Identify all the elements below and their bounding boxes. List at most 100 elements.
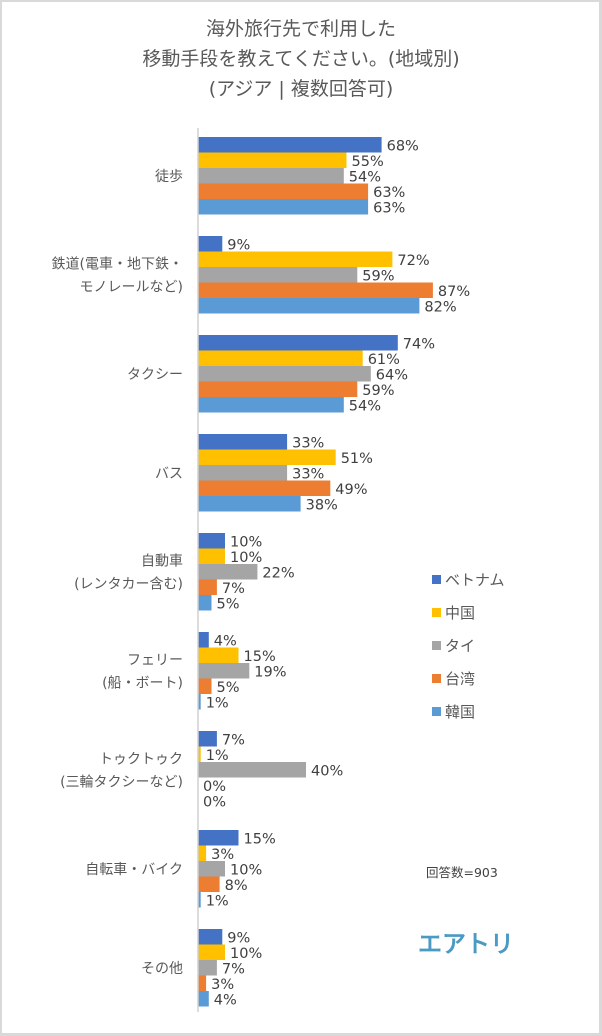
data-label-1-0: 9% — [227, 238, 250, 254]
bar-5-3 — [198, 678, 212, 694]
data-label-2-4: 54% — [349, 399, 381, 415]
data-label-3-0: 33% — [292, 436, 324, 452]
data-label-5-3: 5% — [217, 680, 240, 696]
data-label-0-4: 63% — [373, 201, 405, 217]
data-label-6-2: 40% — [311, 764, 343, 780]
category-label-6-1: (三輪タクシーなど) — [60, 773, 183, 790]
category-label-4-0: 自動車 — [141, 552, 183, 569]
title-line-3: (アジア | 複数回答可) — [208, 78, 394, 100]
data-label-7-2: 10% — [230, 863, 262, 879]
data-label-3-1: 51% — [341, 451, 373, 467]
data-label-8-2: 7% — [222, 962, 245, 978]
legend-label-1: 中国 — [445, 604, 475, 622]
data-label-7-0: 15% — [244, 832, 276, 848]
category-label-2-0: タクシー — [127, 367, 183, 383]
data-label-4-4: 5% — [217, 597, 240, 613]
legend-label-0: ベトナム — [445, 571, 505, 589]
bar-8-0 — [198, 929, 223, 945]
data-label-0-1: 55% — [352, 154, 384, 170]
data-label-0-2: 54% — [349, 170, 381, 186]
bar-4-2 — [198, 564, 258, 580]
bar-3-2 — [198, 465, 288, 481]
data-label-7-3: 8% — [225, 878, 248, 894]
data-label-4-0: 10% — [230, 535, 262, 551]
data-label-0-3: 63% — [373, 185, 405, 201]
data-label-1-2: 59% — [362, 269, 394, 285]
data-label-6-1: 1% — [206, 748, 229, 764]
bar-2-4 — [198, 397, 344, 413]
bar-4-0 — [198, 533, 225, 549]
bar-3-4 — [198, 496, 301, 512]
bar-8-4 — [198, 991, 209, 1007]
legend-swatch-2 — [432, 641, 441, 650]
data-label-5-4: 1% — [206, 696, 229, 712]
category-label-5-1: (船・ボート) — [102, 675, 183, 691]
bar-3-1 — [198, 449, 336, 465]
bar-0-2 — [198, 168, 344, 184]
bar-5-0 — [198, 632, 209, 648]
bar-5-2 — [198, 663, 250, 679]
data-label-4-3: 7% — [222, 581, 245, 597]
bar-7-3 — [198, 876, 220, 892]
category-label-7-0: 自転車・バイク — [85, 861, 183, 878]
legend-swatch-1 — [432, 608, 441, 617]
category-label-3-0: バス — [155, 466, 183, 482]
legend-swatch-0 — [432, 575, 441, 584]
data-label-5-2: 19% — [254, 665, 286, 681]
data-label-2-0: 74% — [403, 337, 435, 353]
bar-0-4 — [198, 199, 369, 215]
bar-1-1 — [198, 251, 393, 267]
data-label-2-1: 61% — [368, 352, 400, 368]
bar-3-0 — [198, 434, 288, 450]
legend-swatch-4 — [432, 707, 441, 716]
title-line-2: 移動手段を教えてください。(地域別) — [142, 48, 460, 70]
legend-label-2: タイ — [445, 637, 475, 655]
data-label-1-3: 87% — [438, 284, 470, 300]
data-label-8-0: 9% — [227, 931, 250, 947]
data-label-3-4: 38% — [306, 498, 338, 514]
bar-8-2 — [198, 960, 217, 976]
data-label-6-4: 0% — [203, 795, 226, 811]
airtrip-logo: エアトリ — [418, 930, 514, 958]
data-labels-group: 68%55%54%63%63%9%72%59%87%82%74%61%64%59… — [203, 139, 470, 1009]
data-label-8-3: 3% — [211, 977, 234, 993]
category-label-0-0: 徒歩 — [155, 169, 183, 185]
data-label-5-1: 15% — [244, 649, 276, 665]
bar-6-2 — [198, 762, 306, 778]
bars-group — [198, 137, 433, 1007]
bar-3-3 — [198, 480, 331, 496]
data-label-4-2: 22% — [262, 566, 294, 582]
data-label-4-1: 10% — [230, 550, 262, 566]
bar-1-2 — [198, 267, 358, 283]
bar-5-1 — [198, 647, 239, 663]
data-label-0-0: 68% — [387, 139, 419, 155]
bar-8-1 — [198, 944, 225, 960]
response-count-note: 回答数=903 — [426, 865, 498, 880]
bar-7-2 — [198, 861, 225, 877]
bar-4-1 — [198, 548, 225, 564]
bar-1-4 — [198, 298, 420, 314]
bar-1-0 — [198, 236, 223, 252]
data-label-7-4: 1% — [206, 894, 229, 910]
bar-2-0 — [198, 335, 398, 351]
category-label-1-0: 鉄道(電車・地下鉄・ — [52, 255, 183, 272]
data-label-8-4: 4% — [214, 993, 237, 1009]
bar-4-4 — [198, 595, 212, 611]
legend-label-3: 台湾 — [445, 670, 475, 688]
bar-0-3 — [198, 183, 369, 199]
bar-6-1 — [198, 746, 201, 762]
chart-title: 海外旅行先で利用した 移動手段を教えてください。(地域別) (アジア | 複数回… — [0, 14, 602, 104]
legend-label-4: 韓国 — [445, 703, 475, 721]
data-label-3-2: 33% — [292, 467, 324, 483]
data-label-5-0: 4% — [214, 634, 237, 650]
bar-4-3 — [198, 579, 217, 595]
data-label-2-3: 59% — [362, 383, 394, 399]
category-label-6-0: トゥクトゥク — [99, 751, 183, 767]
data-label-6-0: 7% — [222, 733, 245, 749]
data-label-8-1: 10% — [230, 946, 262, 962]
bar-7-4 — [198, 892, 201, 908]
bar-1-3 — [198, 282, 433, 298]
data-label-2-2: 64% — [376, 368, 408, 384]
bar-6-0 — [198, 731, 217, 747]
